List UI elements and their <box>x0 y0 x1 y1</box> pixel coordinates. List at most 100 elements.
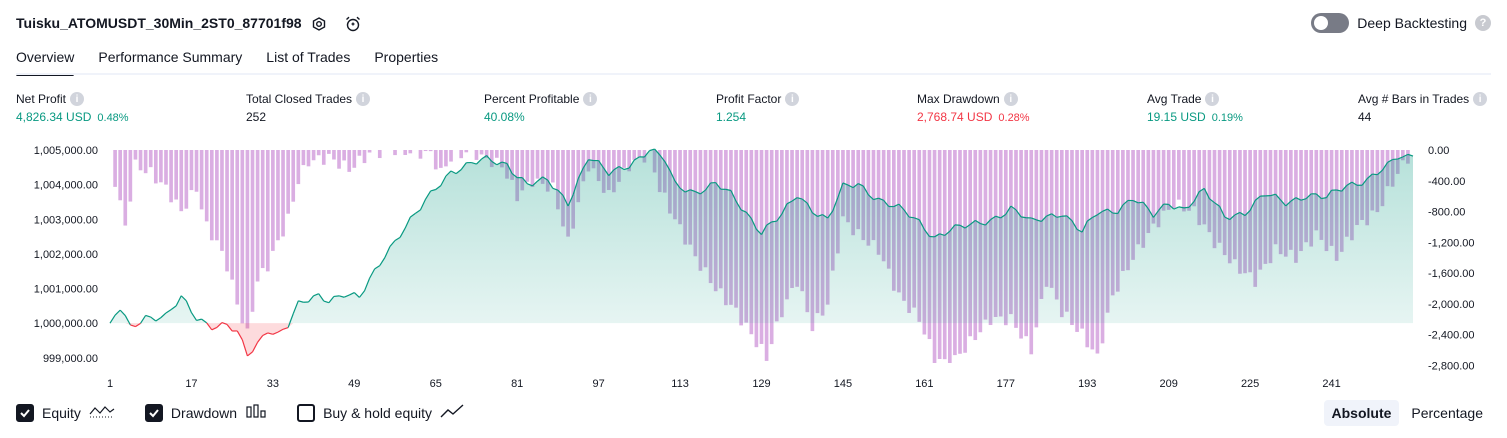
deep-backtesting-toggle[interactable] <box>1311 13 1350 33</box>
metric-label: Avg # Bars in Trades <box>1358 92 1470 106</box>
drawdown-bar <box>423 150 428 152</box>
equity-line-segment <box>1214 202 1220 207</box>
equity-line-segment <box>476 158 482 165</box>
equity-line-segment <box>496 161 503 166</box>
buyhold-checkbox[interactable] <box>297 403 316 422</box>
drawdown-bar <box>367 150 372 153</box>
equity-line-segment <box>527 183 533 187</box>
tab-overview[interactable]: Overview <box>16 46 75 76</box>
equity-line-segment <box>374 265 381 270</box>
equity-line-segment <box>1366 173 1373 180</box>
metric-value: 2,768.74 USD <box>917 110 993 124</box>
drawdown-bar <box>245 150 250 329</box>
equity-line-segment <box>674 180 681 189</box>
info-icon[interactable]: i <box>785 92 800 106</box>
drawdown-bar <box>540 150 545 184</box>
info-icon[interactable]: i <box>583 92 598 106</box>
x-axis-tick: 1 <box>107 378 113 390</box>
equity-line-segment <box>343 294 350 298</box>
equity-line-segment <box>1010 205 1017 211</box>
equity-line-segment <box>1351 181 1358 186</box>
legend-buy-hold[interactable]: Buy & hold equity <box>297 403 464 422</box>
metric-value: 1.254 <box>716 110 747 124</box>
equity-line-segment <box>211 326 218 331</box>
equity-line-segment <box>1031 217 1037 221</box>
equity-line-segment <box>990 215 996 221</box>
equity-line-segment <box>267 332 274 335</box>
equity-line-segment <box>399 227 406 238</box>
gear-icon[interactable] <box>308 13 330 35</box>
equity-line-segment <box>760 224 768 235</box>
equity-line-segment <box>781 203 788 215</box>
drawdown-bar <box>459 150 464 159</box>
tab-performance-summary[interactable]: Performance Summary <box>98 49 243 65</box>
equity-line-segment <box>588 159 594 162</box>
equity-line-segment <box>1387 158 1393 163</box>
metric-label: Percent Profitable <box>484 92 580 106</box>
equity-line-segment <box>730 190 737 202</box>
metric-value: 44 <box>1358 110 1372 124</box>
drawdown-bar <box>169 150 173 203</box>
tab-list-of-trades[interactable]: List of Trades <box>266 49 351 65</box>
drawdown-bar <box>408 150 413 154</box>
equity-line-segment <box>1239 211 1246 217</box>
info-icon[interactable]: i <box>70 92 85 106</box>
drawdown-bar <box>123 150 128 226</box>
equity-line-segment <box>791 197 798 202</box>
percentage-button[interactable]: Percentage <box>1411 405 1483 421</box>
metric-label: Total Closed Trades <box>246 92 353 106</box>
equity-line-segment <box>1092 214 1098 219</box>
equity-line-segment <box>1402 153 1409 158</box>
equity-line-segment <box>898 203 905 211</box>
drawdown-bar <box>510 150 514 180</box>
drawdown-bar <box>525 150 530 182</box>
drawdown-bar <box>327 150 331 154</box>
equity-line-segment <box>1198 187 1205 193</box>
info-icon[interactable]: i <box>1205 92 1220 106</box>
question-icon[interactable]: ? <box>1475 15 1491 31</box>
equity-line-segment <box>547 179 554 189</box>
equity-line-segment <box>1376 169 1383 176</box>
drawdown-checkbox[interactable] <box>144 403 163 422</box>
equity-line-segment <box>455 169 462 175</box>
info-icon[interactable]: i <box>356 92 371 106</box>
equity-line-segment <box>776 213 783 222</box>
absolute-button[interactable]: Absolute <box>1323 400 1400 426</box>
drawdown-bar <box>489 150 494 168</box>
tab-properties[interactable]: Properties <box>374 49 439 65</box>
right-axis-tick: -2,000.00 <box>1428 299 1474 311</box>
legend-buyhold-label: Buy & hold equity <box>323 404 433 421</box>
drawdown-bar <box>215 150 219 241</box>
equity-checkbox[interactable] <box>16 403 34 422</box>
x-axis-tick: 177 <box>997 378 1015 390</box>
equity-line-segment <box>873 197 879 201</box>
equity-line-segment <box>308 295 315 303</box>
drawdown-bar <box>556 150 560 210</box>
equity-line-segment <box>262 332 269 337</box>
equity-line-segment <box>918 219 925 230</box>
legend-drawdown[interactable]: Drawdown <box>144 403 267 422</box>
equity-line-segment <box>796 197 803 200</box>
legend-equity[interactable]: Equity <box>16 403 115 422</box>
equity-line-segment <box>1361 178 1368 186</box>
equity-line-segment <box>1372 173 1378 176</box>
equity-line-segment <box>241 339 249 357</box>
metric-label: Net Profit <box>16 92 67 106</box>
drawdown-bar <box>1243 150 1247 274</box>
equity-line-segment <box>1086 217 1093 222</box>
alarm-clock-icon[interactable] <box>342 13 364 35</box>
metric-label: Max Drawdown <box>917 92 1000 106</box>
drawdown-bar <box>632 150 637 160</box>
equity-line-segment <box>806 202 813 214</box>
equity-line-segment <box>1285 200 1292 207</box>
equity-line-segment <box>664 161 671 171</box>
drawdown-bar <box>128 150 133 202</box>
equity-line-segment <box>292 300 299 314</box>
drawdown-bar <box>377 150 382 159</box>
info-icon[interactable]: i <box>1003 92 1018 106</box>
equity-line-segment <box>140 315 147 324</box>
equity-line-segment <box>847 184 854 189</box>
equity-drawdown-chart[interactable]: 1,005,000.00 1,004,000.00 1,003,000.00 1,00… <box>0 140 1507 395</box>
drawdown-bar <box>530 150 535 187</box>
info-icon[interactable]: i <box>1473 92 1488 106</box>
